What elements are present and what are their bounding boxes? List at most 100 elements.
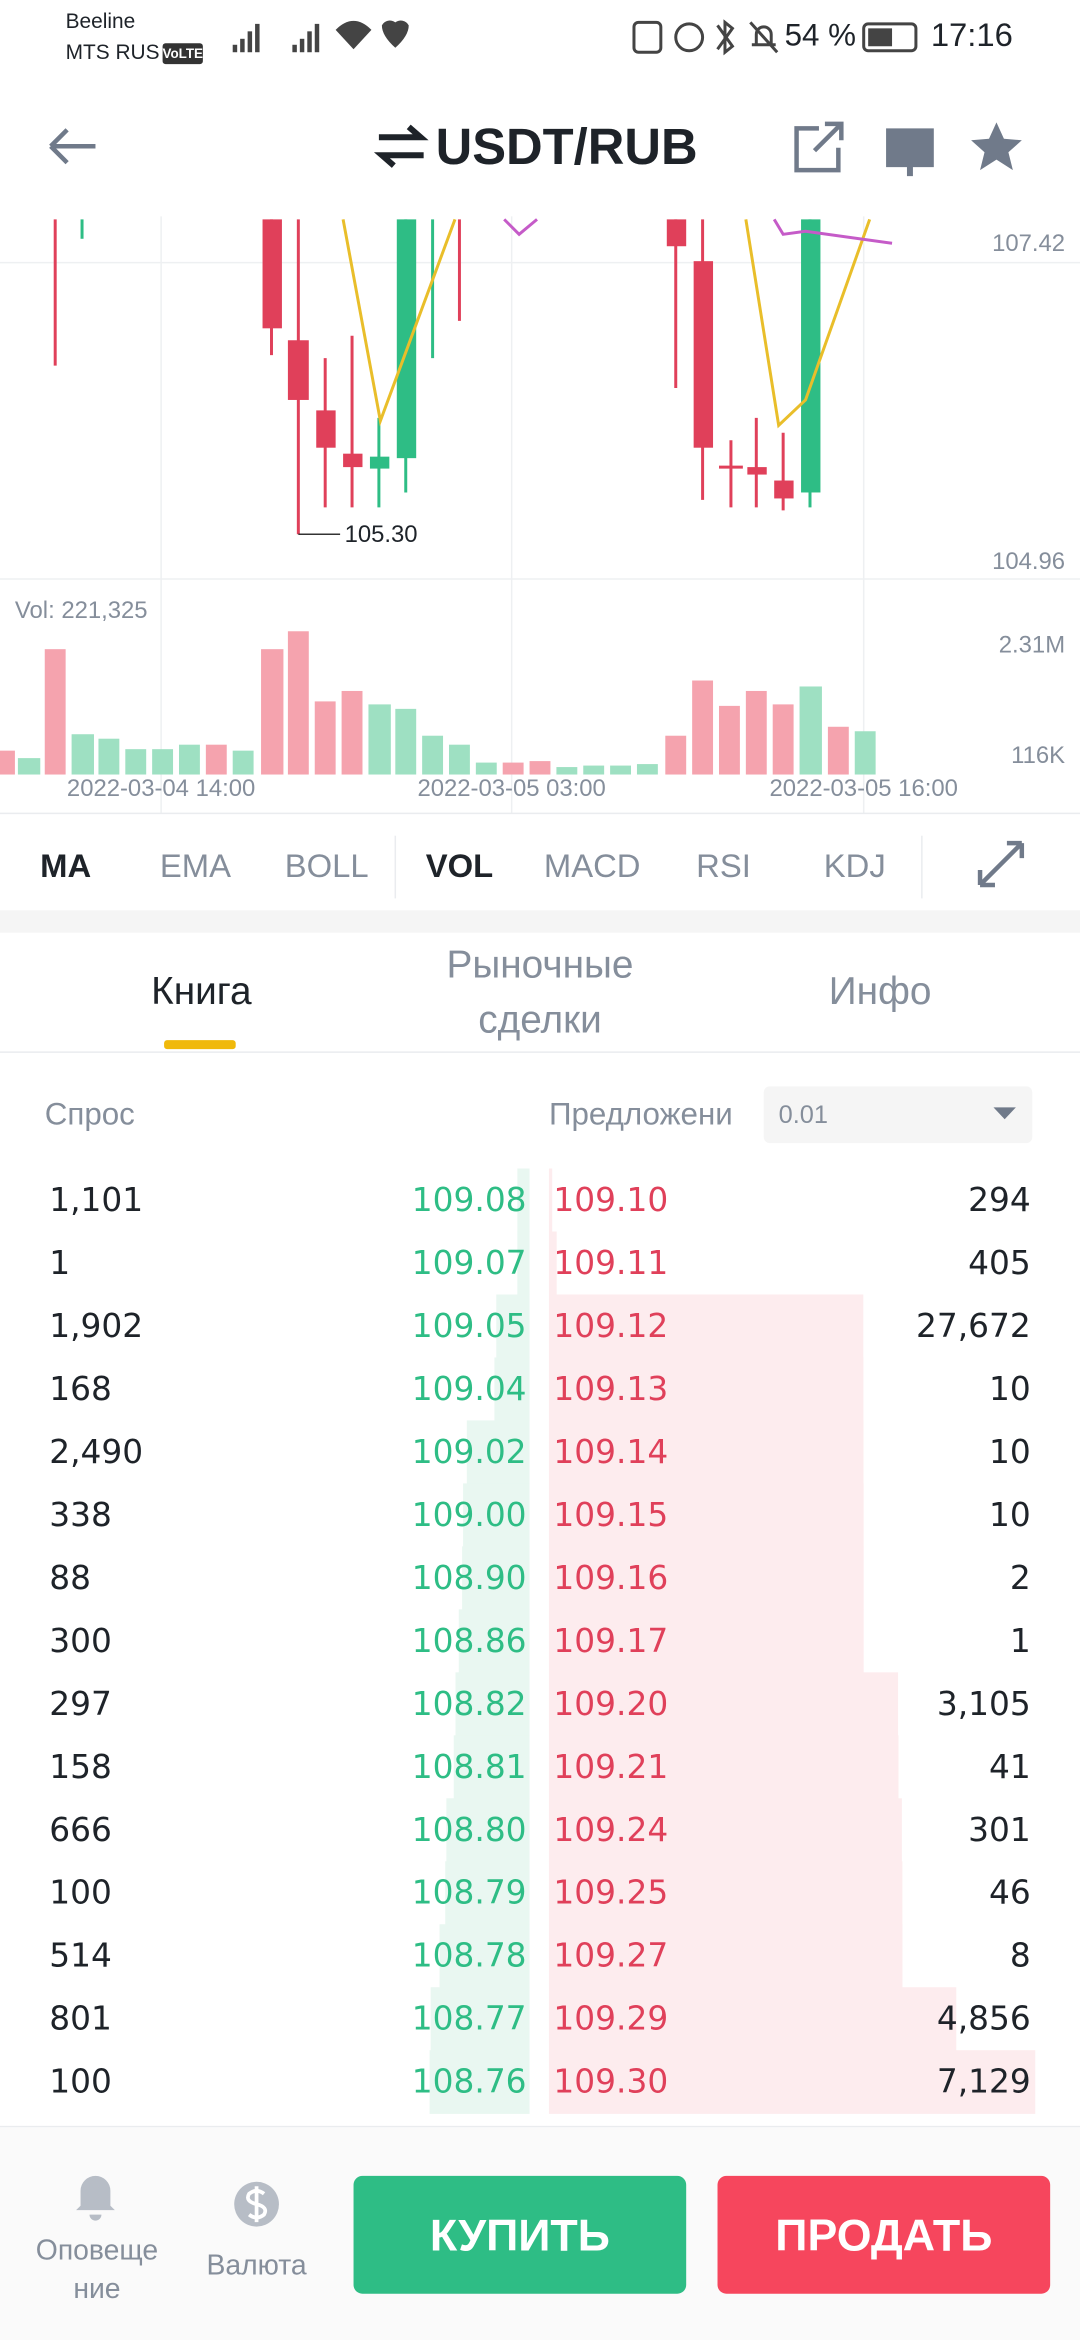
favorite-button[interactable] [971,122,1022,171]
alert-label[interactable]: Оповеще [36,2234,158,2266]
bid-depth [429,2050,530,2114]
bid-depth [445,1861,530,1925]
indicator-tab[interactable]: VOL [426,847,493,884]
pair-title[interactable]: USDT/RUB [436,118,698,175]
bid-depth [430,1987,530,2051]
bid-price: 108.78 [412,1937,527,1975]
dropdown-arrow[interactable] [993,1107,1016,1120]
ask-depth [548,1546,864,1611]
ask-amount: 294 [968,1181,1031,1219]
ask-depth [548,2050,1036,2114]
tab-indicator [164,1040,236,1050]
book-tab[interactable]: Рыночные [447,943,634,986]
bid-amount: 297 [49,1685,112,1723]
alert-label[interactable]: ние [73,2273,120,2305]
bid-amount: 1 [49,1244,70,1282]
bid-price: 108.81 [412,1748,527,1786]
ask-depth [548,1231,557,1296]
ask-depth [548,1987,957,2051]
ask-depth [548,1672,899,1737]
ask-amount: 3,105 [937,1685,1031,1723]
volume-axis-label: 2.31M [999,631,1065,658]
buy-label[interactable]: КУПИТЬ [430,2210,610,2260]
bid-amount: 158 [49,1748,112,1786]
signal-icons [232,20,409,53]
ask-price: 109.29 [553,2000,668,2038]
ask-amount: 8 [1010,1937,1031,1975]
ask-price: 109.16 [553,1559,668,1597]
bid-price: 109.04 [412,1370,527,1408]
book-tab[interactable]: Инфо [829,970,932,1013]
ask-amount: 2 [1010,1559,1031,1597]
ask-price: 109.24 [553,1811,668,1849]
ask-amount: 7,129 [937,2063,1031,2101]
bid-price: 109.07 [412,1244,527,1282]
currency-label[interactable]: Валюта [206,2249,306,2281]
ask-amount: 10 [989,1496,1031,1534]
sell-label[interactable]: ПРОДАТЬ [775,2210,992,2260]
indicator-tab[interactable]: BOLL [285,847,369,884]
bid-price: 108.80 [412,1811,527,1849]
indicator-tab[interactable]: KDJ [824,847,886,884]
ask-amount: 1 [1010,1622,1031,1660]
ask-price: 109.25 [553,1874,668,1912]
swap-icon[interactable] [373,124,429,168]
ask-price: 109.14 [553,1433,668,1471]
layout-button[interactable] [886,128,934,177]
system-icons [632,19,918,56]
alert-icon[interactable] [76,2175,115,2221]
indicator-tab[interactable]: EMA [160,847,231,884]
bid-amount: 100 [49,1874,112,1912]
ask-price: 109.17 [553,1622,668,1660]
bid-price: 109.08 [412,1181,527,1219]
bid-amount: 100 [49,2063,112,2101]
precision[interactable]: 0.01 [779,1101,828,1129]
bid-price: 108.77 [412,2000,527,2038]
date-label: 2022-03-05 03:00 [417,775,605,802]
bid-depth [453,1735,530,1800]
back-button[interactable] [49,128,96,165]
battery: 54 % [785,18,856,53]
indicator-tab[interactable]: MA [40,847,91,884]
sell-button[interactable] [717,2175,1051,2294]
book-tab[interactable]: сделки [478,999,602,1042]
ask-amount: 10 [989,1370,1031,1408]
bid-header: Спрос [45,1097,135,1132]
ask-price: 109.20 [553,1685,668,1723]
bid-depth [462,1546,530,1611]
bid-depth [466,1420,530,1485]
share-button[interactable] [794,121,844,173]
bid-amount: 666 [49,1811,112,1849]
ask-depth [548,1924,903,1988]
bid-price: 108.86 [412,1622,527,1660]
bid-amount: 514 [49,1937,112,1975]
buy-button[interactable] [353,2175,687,2294]
bid-depth [455,1672,530,1737]
fullscreen-button[interactable] [977,840,1025,888]
volume-label: Vol: 221,325 [15,597,148,624]
carrier: Beeline [66,10,136,33]
bid-price: 108.82 [412,1685,527,1723]
volte-badge [162,43,203,65]
bid-amount: 168 [49,1370,112,1408]
ask-amount: 46 [989,1874,1031,1912]
ask-depth [548,1735,899,1800]
date-label: 2022-03-05 16:00 [770,775,958,802]
indicator-tab[interactable]: RSI [696,847,751,884]
ask-price: 109.30 [553,2063,668,2101]
ask-price: 109.15 [553,1496,668,1534]
battery-level [868,28,893,47]
bid-depth [458,1609,530,1674]
ask-price: 109.21 [553,1748,668,1786]
bid-price: 109.02 [412,1433,527,1471]
volume-axis-label: 116K [1011,742,1065,769]
indicator-tab[interactable]: MACD [544,847,641,884]
bid-depth [446,1798,530,1863]
precision-dropdown[interactable] [763,1086,1033,1144]
ask-depth [548,1420,864,1485]
book-tab[interactable]: Книга [151,970,252,1013]
ask-header: Предложени [549,1097,733,1132]
